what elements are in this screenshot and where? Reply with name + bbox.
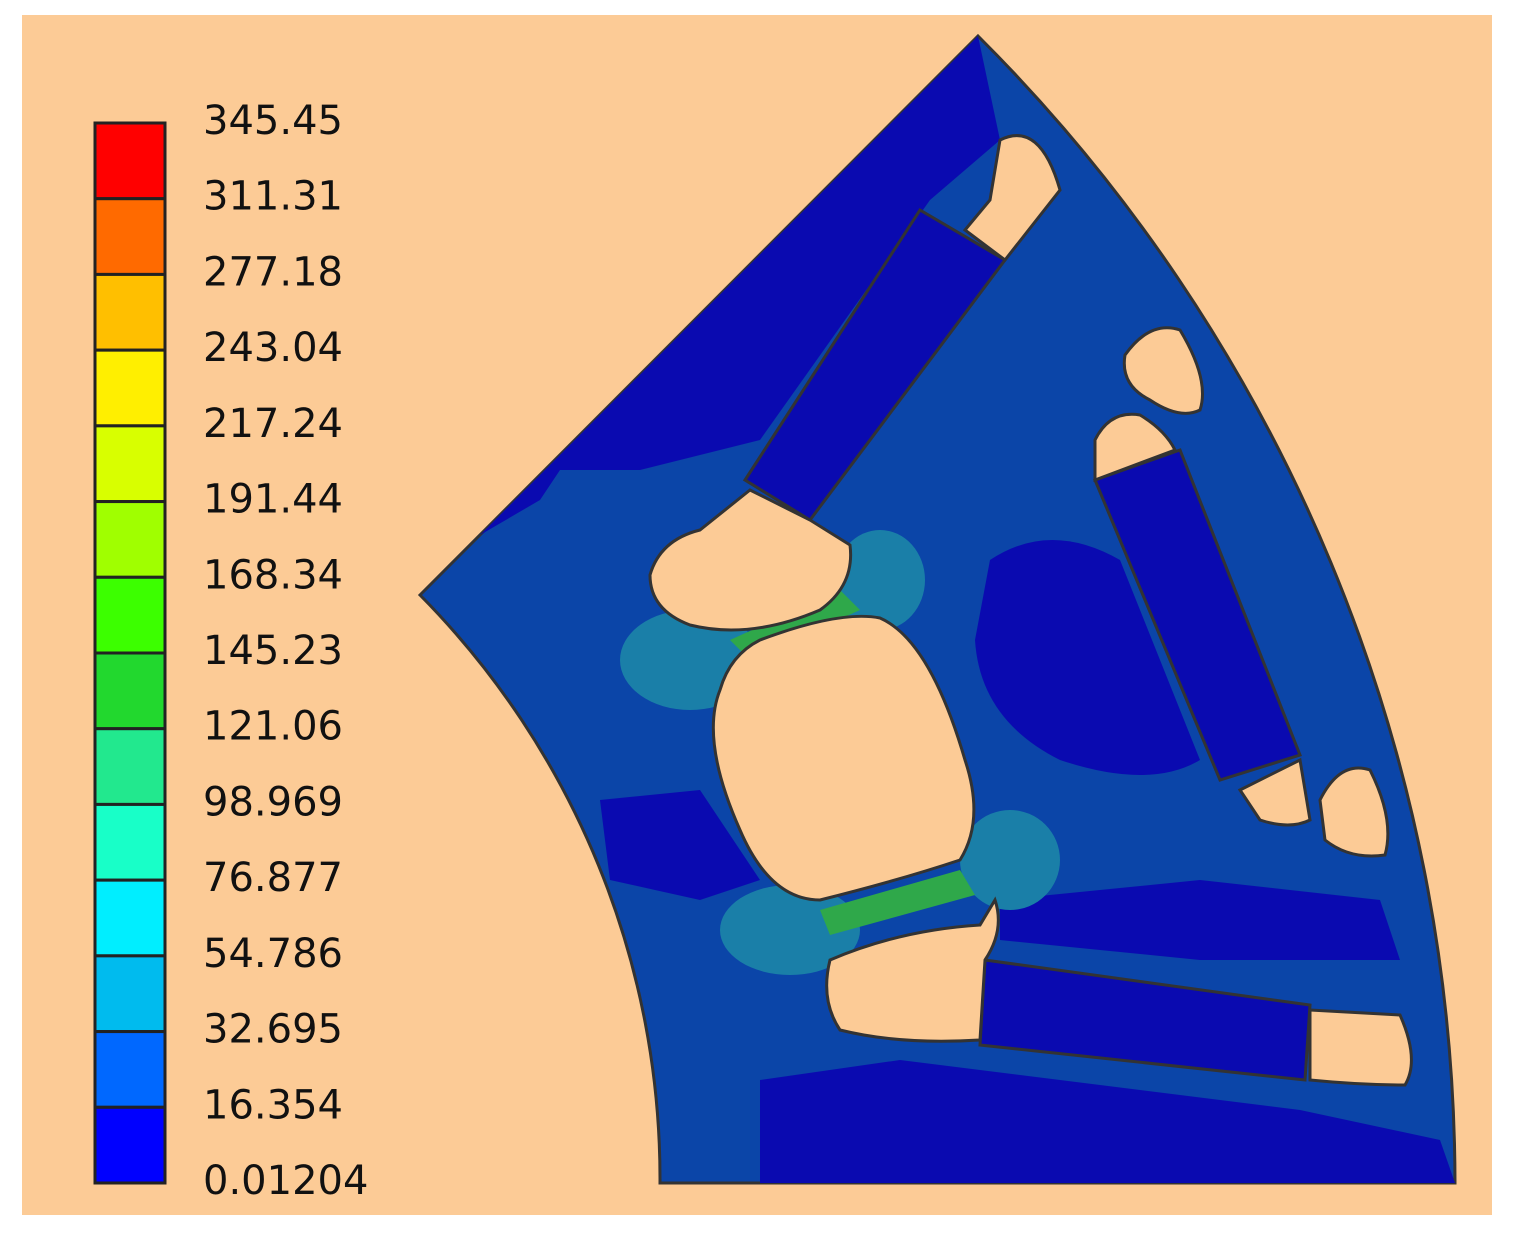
slot <box>1122 326 1204 415</box>
legend-swatch <box>93 197 167 276</box>
stress-bridge <box>820 870 975 935</box>
legend-swatch <box>93 500 167 579</box>
legend-swatch <box>93 802 167 882</box>
legend-label: 0.01204 <box>203 1158 368 1204</box>
stress-halo <box>720 885 860 975</box>
legend-label: 145.23 <box>203 628 343 674</box>
legend-swatch <box>93 878 167 958</box>
central-hole <box>711 614 976 902</box>
legend-swatch <box>93 954 167 1034</box>
legend-label: 168.34 <box>203 552 343 598</box>
stress-halo <box>835 530 925 630</box>
legend-swatch <box>93 575 167 655</box>
legend-label: 277.18 <box>203 249 343 295</box>
legend-label: 243.04 <box>203 325 343 371</box>
stress-plot <box>417 33 1457 1185</box>
legend-label: 191.44 <box>203 477 343 523</box>
legend-swatch <box>93 424 167 504</box>
legend-label: 121.06 <box>203 704 343 750</box>
legend-label: 311.31 <box>203 174 343 220</box>
slot <box>962 134 1062 263</box>
legend-label: 54.786 <box>203 931 343 977</box>
legend-swatch <box>93 1030 167 1109</box>
legend-swatch <box>93 651 167 731</box>
low-stress-region <box>1000 880 1400 960</box>
legend: 345.45 311.31 277.18 243.04 217.24 191.44 168.… <box>93 98 368 1204</box>
stress-halo <box>960 810 1060 910</box>
legend-label: 345.45 <box>203 98 343 144</box>
low-stress-region <box>975 540 1200 775</box>
legend-swatch <box>93 272 167 352</box>
low-stress-region <box>600 790 760 900</box>
legend-swatch <box>93 1105 167 1185</box>
legend-label: 76.877 <box>203 855 343 901</box>
legend-swatch <box>93 121 167 201</box>
slot <box>648 488 853 632</box>
legend-label: 16.354 <box>203 1082 343 1128</box>
slot <box>1237 757 1312 827</box>
legend-swatch <box>93 727 167 806</box>
slot <box>825 896 1000 1043</box>
legend-label: 217.24 <box>203 401 343 447</box>
legend-swatch <box>93 348 167 428</box>
low-stress-region <box>760 1060 1455 1183</box>
slot <box>1318 766 1390 858</box>
slot <box>1093 412 1178 483</box>
legend-label: 98.969 <box>203 779 343 825</box>
low-stress-region <box>480 36 1000 535</box>
slot <box>1308 1008 1413 1087</box>
legend-label: 32.695 <box>203 1007 343 1053</box>
